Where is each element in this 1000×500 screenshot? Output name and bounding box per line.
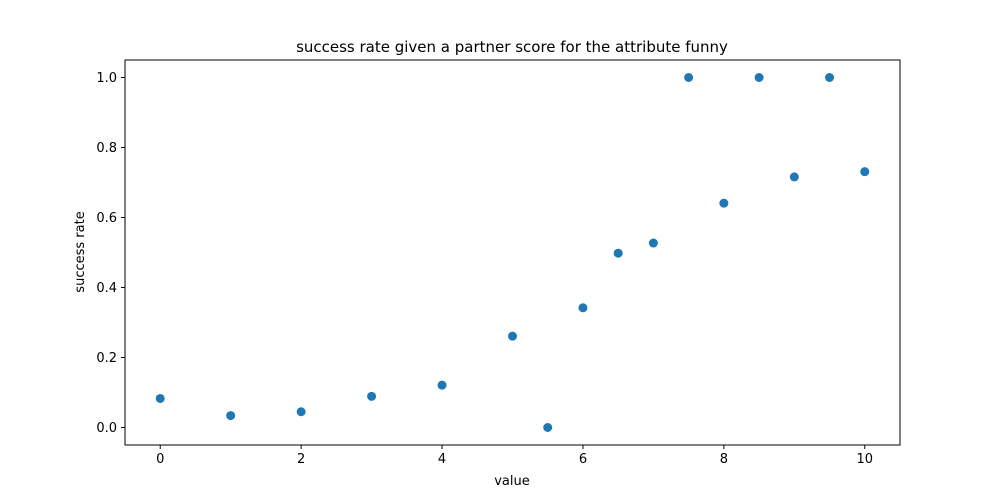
data-point <box>719 198 729 208</box>
data-point <box>825 73 835 82</box>
y-tick-label: 0.0 <box>96 421 117 436</box>
y-tick-label: 0.6 <box>96 211 117 226</box>
y-tick-label: 0.2 <box>96 351 117 366</box>
y-axis-label: success rate <box>73 211 88 292</box>
data-point <box>367 391 377 401</box>
x-axis: 0 2 4 6 8 10 <box>156 445 873 467</box>
data-point <box>437 380 447 390</box>
data-point <box>754 73 764 82</box>
y-tick-label: 1.0 <box>96 71 117 86</box>
x-tick-label: 10 <box>856 452 873 467</box>
y-tick-label: 0.4 <box>96 281 117 296</box>
data-point <box>543 423 553 432</box>
plot-frame <box>124 59 901 446</box>
chart-title: success rate given a partner score for t… <box>296 38 728 56</box>
x-tick-label: 2 <box>297 452 305 467</box>
x-axis-label: value <box>494 474 530 489</box>
data-point <box>648 238 658 248</box>
data-point <box>613 248 623 258</box>
x-tick-label: 0 <box>156 452 164 467</box>
x-tick-label: 6 <box>579 452 587 467</box>
data-point <box>684 73 694 82</box>
plot-area <box>155 73 870 432</box>
data-point <box>296 407 306 417</box>
data-point <box>789 172 799 182</box>
data-point <box>226 411 236 421</box>
data-point <box>578 303 588 313</box>
x-tick-label: 8 <box>720 452 728 467</box>
x-tick-label: 4 <box>438 452 446 467</box>
data-point <box>860 167 870 177</box>
y-axis: 0.0 0.2 0.4 0.6 0.8 1.0 <box>96 71 125 436</box>
data-point <box>155 393 165 403</box>
y-tick-label: 0.8 <box>96 141 117 156</box>
data-point <box>508 331 517 341</box>
